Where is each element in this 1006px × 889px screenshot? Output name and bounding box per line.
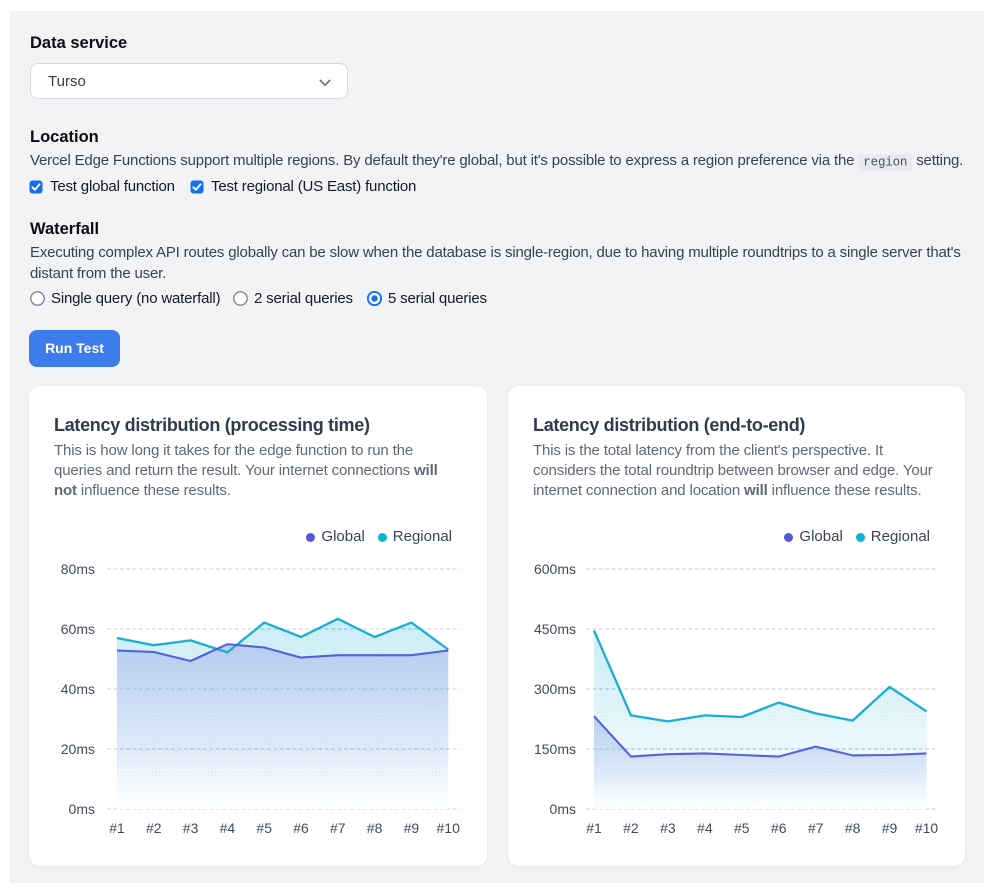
- svg-text:#10: #10: [915, 820, 939, 836]
- svg-text:#1: #1: [109, 820, 125, 836]
- svg-text:0ms: 0ms: [69, 801, 95, 817]
- svg-text:#5: #5: [256, 820, 272, 836]
- svg-text:#7: #7: [808, 820, 824, 836]
- svg-text:#6: #6: [293, 820, 309, 836]
- svg-text:#9: #9: [404, 820, 420, 836]
- svg-text:#2: #2: [623, 820, 639, 836]
- svg-text:#4: #4: [697, 820, 713, 836]
- svg-text:#2: #2: [146, 820, 162, 836]
- svg-text:#1: #1: [586, 820, 602, 836]
- svg-text:#10: #10: [437, 820, 461, 836]
- svg-text:600ms: 600ms: [534, 561, 576, 577]
- svg-text:80ms: 80ms: [61, 561, 95, 577]
- svg-text:20ms: 20ms: [61, 741, 95, 757]
- svg-text:40ms: 40ms: [61, 681, 95, 697]
- svg-text:#4: #4: [220, 820, 236, 836]
- svg-text:150ms: 150ms: [534, 741, 576, 757]
- svg-text:450ms: 450ms: [534, 621, 576, 637]
- svg-text:0ms: 0ms: [550, 801, 576, 817]
- svg-text:#3: #3: [183, 820, 199, 836]
- svg-text:300ms: 300ms: [534, 681, 576, 697]
- svg-text:#8: #8: [845, 820, 861, 836]
- svg-text:#3: #3: [660, 820, 676, 836]
- svg-text:#6: #6: [771, 820, 787, 836]
- svg-text:60ms: 60ms: [61, 621, 95, 637]
- svg-text:#7: #7: [330, 820, 346, 836]
- svg-text:#5: #5: [734, 820, 750, 836]
- svg-text:#8: #8: [367, 820, 383, 836]
- svg-text:#9: #9: [882, 820, 898, 836]
